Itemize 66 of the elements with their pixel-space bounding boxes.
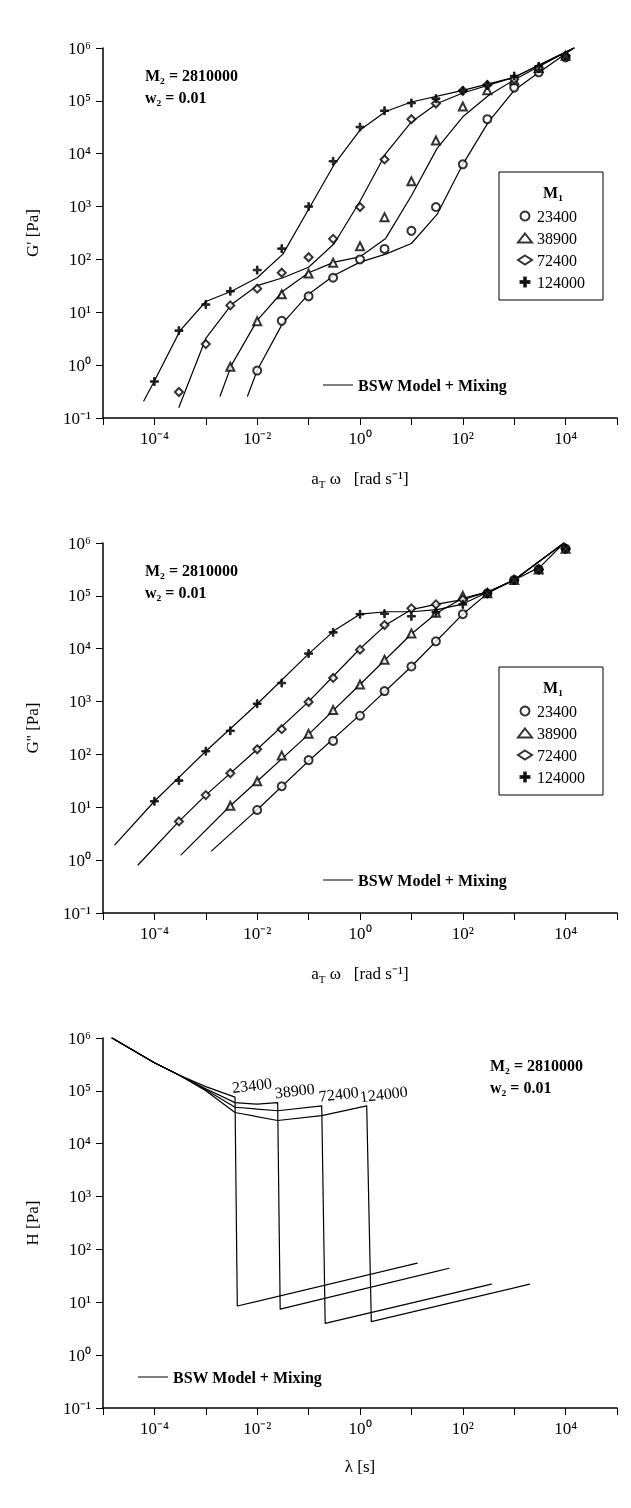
x-tick-label: 10⁻⁴ bbox=[139, 429, 169, 448]
y-tick-label: 10⁶ bbox=[68, 1028, 92, 1048]
y-axis-title: G'' [Pa] bbox=[23, 702, 42, 754]
y-tick-label: 10⁻¹ bbox=[62, 1398, 91, 1418]
legend-label: 23400 bbox=[537, 207, 577, 225]
y-tick-label: 10⁴ bbox=[68, 639, 92, 659]
y-tick-label: 10⁵ bbox=[68, 586, 92, 606]
x-tick-label: 10² bbox=[451, 1419, 474, 1438]
y-tick-label: 10⁵ bbox=[68, 1081, 92, 1101]
legend-label: BSW Model + Mixing bbox=[358, 871, 507, 890]
y-tick-label: 10⁶ bbox=[68, 38, 92, 58]
y-tick-label: 10¹ bbox=[68, 1292, 91, 1312]
annotation: 23400 bbox=[231, 1074, 273, 1097]
x-tick-label: 10² bbox=[451, 429, 474, 448]
legend-title: M₁ bbox=[543, 183, 564, 201]
y-tick-label: 10³ bbox=[68, 1187, 91, 1207]
y-tick-label: 10⁰ bbox=[68, 1345, 91, 1365]
y-tick-label: 10⁶ bbox=[68, 533, 92, 553]
x-axis-title: λ [s] bbox=[344, 1457, 376, 1476]
y-tick-label: 10⁰ bbox=[68, 850, 91, 870]
legend-label: 124000 bbox=[537, 273, 585, 291]
annotation: w₂ = 0.01 bbox=[489, 1078, 552, 1096]
x-tick-label: 10⁰ bbox=[348, 1419, 372, 1438]
x-tick-label: 10⁰ bbox=[348, 429, 372, 448]
legend-label: 72400 bbox=[537, 746, 577, 764]
x-tick-label: 10⁴ bbox=[554, 924, 578, 943]
y-tick-label: 10⁴ bbox=[68, 1134, 92, 1154]
legend-label: 23400 bbox=[537, 702, 577, 720]
y-tick-label: 10⁻¹ bbox=[62, 903, 91, 923]
y-tick-label: 10¹ bbox=[68, 302, 91, 322]
y-tick-label: 10² bbox=[68, 249, 91, 269]
x-tick-label: 10⁻² bbox=[243, 924, 272, 943]
annotation: M₂ = 2810000 bbox=[145, 66, 239, 84]
annotation: w₂ = 0.01 bbox=[145, 88, 207, 106]
x-tick-label: 10⁻⁴ bbox=[139, 924, 169, 943]
x-tick-label: 10⁴ bbox=[554, 429, 578, 448]
y-tick-label: 10⁴ bbox=[68, 144, 92, 164]
annotation: w₂ = 0.01 bbox=[145, 583, 207, 601]
annotation: M₂ = 2810000 bbox=[145, 561, 239, 579]
legend-label: BSW Model + Mixing bbox=[173, 1368, 322, 1387]
x-tick-label: 10⁻² bbox=[243, 1419, 272, 1438]
legend-label: 72400 bbox=[537, 251, 577, 269]
x-tick-label: 10² bbox=[451, 924, 474, 943]
x-tick-label: 10⁻⁴ bbox=[139, 1419, 169, 1438]
x-tick-label: 10⁻² bbox=[243, 429, 272, 448]
legend-title: M₁ bbox=[543, 678, 564, 696]
y-tick-label: 10² bbox=[68, 744, 91, 764]
y-tick-label: 10² bbox=[68, 1239, 91, 1259]
legend-label: 38900 bbox=[537, 229, 577, 247]
y-tick-label: 10¹ bbox=[68, 797, 91, 817]
y-tick-label: 10⁵ bbox=[68, 91, 92, 111]
y-tick-label: 10³ bbox=[68, 692, 91, 712]
annotation: 38900 bbox=[273, 1079, 316, 1102]
x-tick-label: 10⁴ bbox=[554, 1419, 578, 1438]
legend-label: 38900 bbox=[537, 724, 577, 742]
y-axis-title: G' [Pa] bbox=[23, 209, 42, 257]
legend-label: 124000 bbox=[537, 768, 585, 786]
x-tick-label: 10⁰ bbox=[348, 924, 372, 943]
y-tick-label: 10⁰ bbox=[68, 355, 91, 375]
legend-label: BSW Model + Mixing bbox=[358, 376, 507, 395]
y-tick-label: 10³ bbox=[68, 197, 91, 217]
y-axis-title: H [Pa] bbox=[23, 1200, 42, 1246]
y-tick-label: 10⁻¹ bbox=[62, 408, 91, 428]
annotation: 124000 bbox=[358, 1082, 409, 1106]
annotation: M₂ = 2810000 bbox=[489, 1056, 583, 1074]
annotation: 72400 bbox=[317, 1083, 360, 1105]
